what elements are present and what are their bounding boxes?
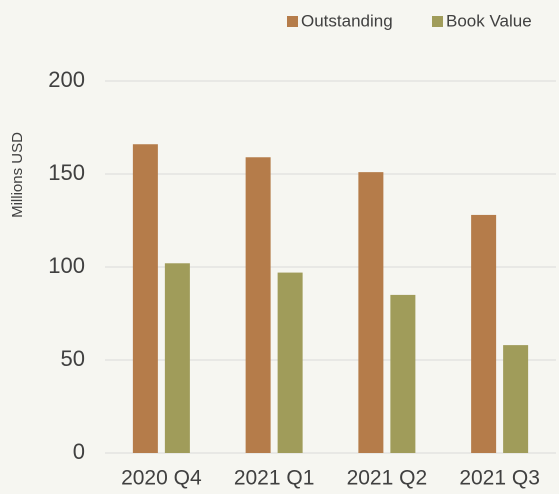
y-axis-label: Millions USD: [9, 132, 26, 218]
y-tick-label: 200: [48, 67, 85, 92]
legend-label: Outstanding: [301, 11, 393, 30]
legend-label: Book Value: [446, 11, 532, 30]
y-tick-label: 150: [48, 160, 85, 185]
x-tick-label: 2020 Q4: [121, 467, 202, 490]
bar: [390, 294, 416, 453]
x-tick-label: 2021 Q1: [234, 467, 315, 490]
bar: [358, 172, 384, 453]
bar: [132, 144, 158, 454]
bar: [164, 263, 190, 453]
bar: [245, 157, 271, 453]
legend-swatch: [287, 16, 298, 27]
x-tick-label: 2021 Q2: [347, 467, 428, 490]
y-tick-label: 50: [61, 346, 85, 371]
y-tick-label: 100: [48, 253, 85, 278]
bar: [503, 345, 529, 453]
y-tick-label: 0: [73, 439, 85, 464]
bar: [471, 214, 497, 453]
legend-swatch: [432, 16, 443, 27]
bar: [277, 272, 303, 453]
x-tick-label: 2021 Q3: [459, 467, 540, 490]
